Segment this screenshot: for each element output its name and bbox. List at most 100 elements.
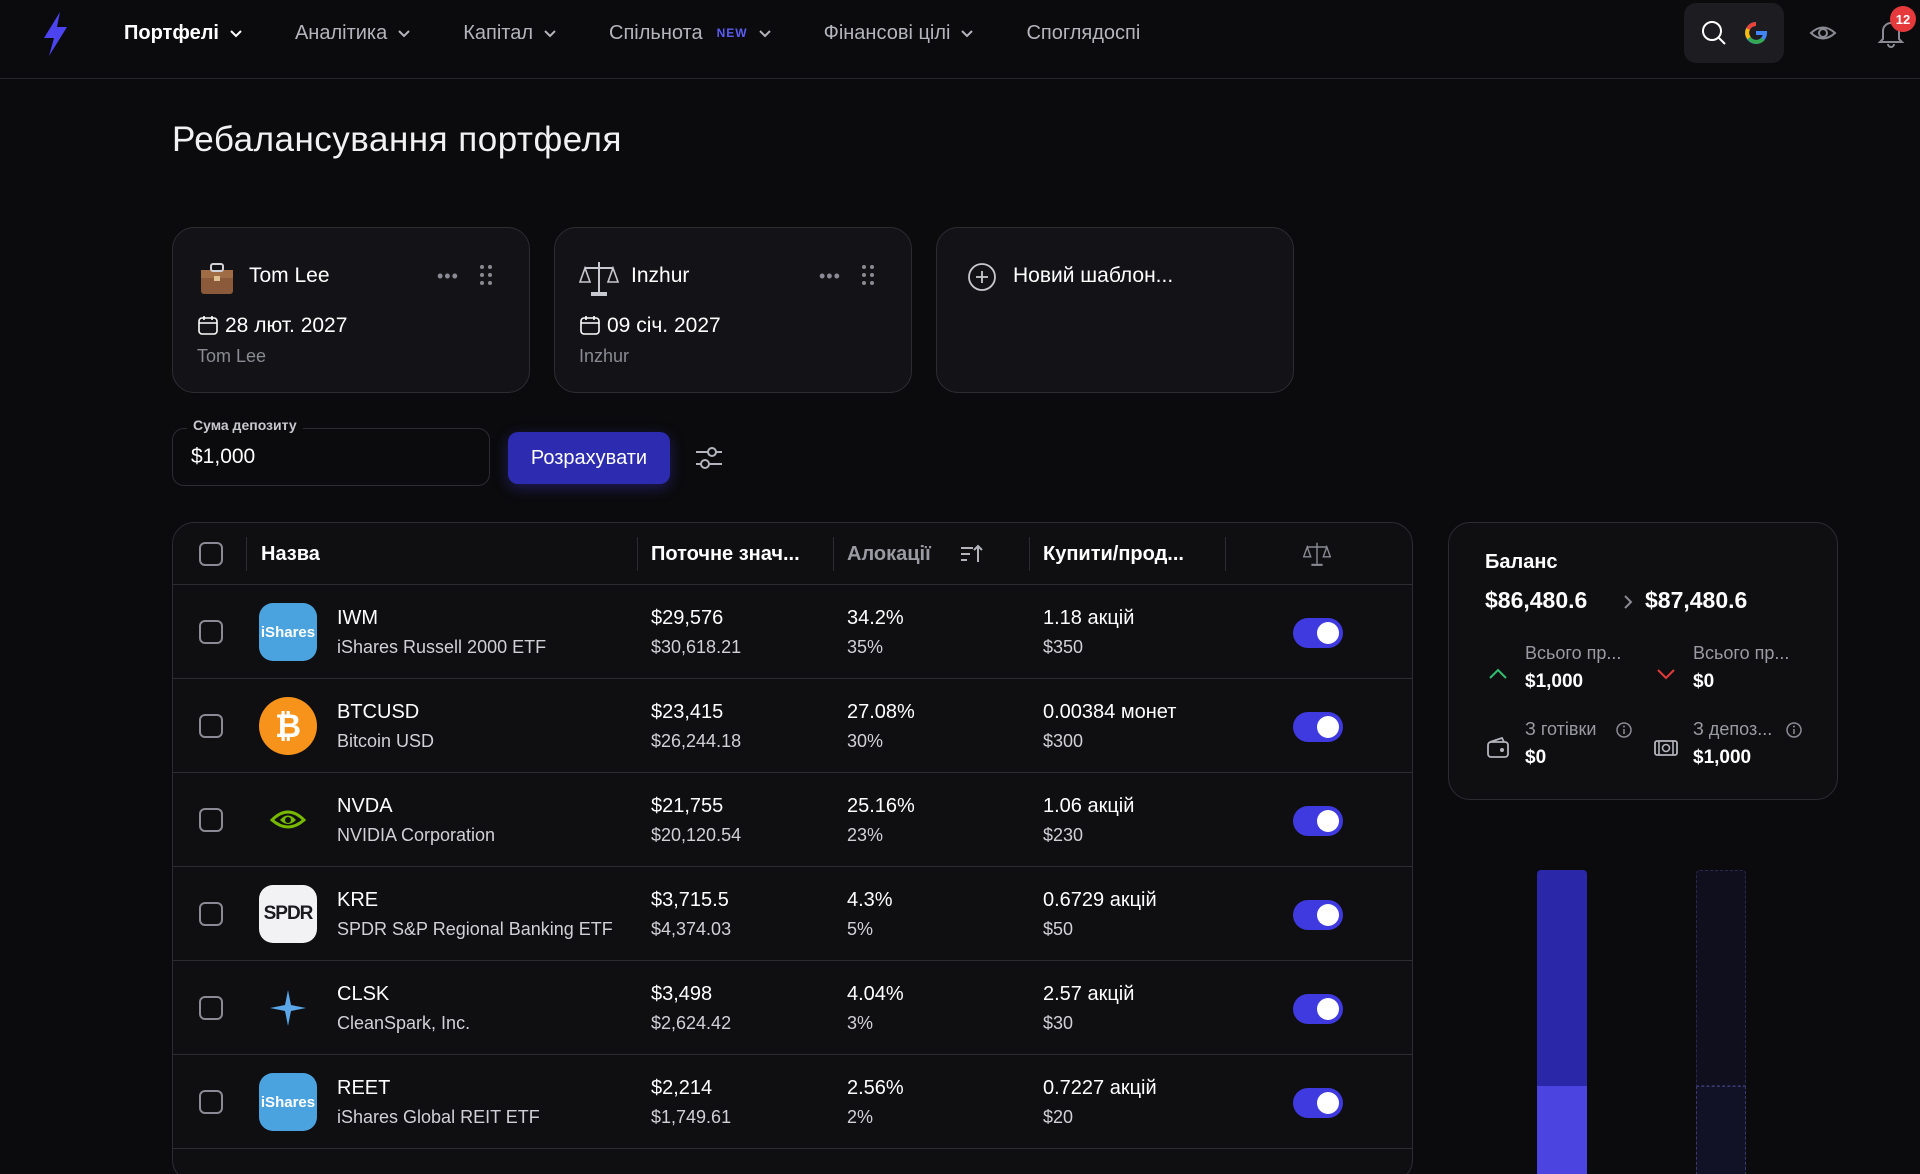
- google-icon[interactable]: [1743, 20, 1769, 46]
- scales-icon[interactable]: [1303, 540, 1331, 568]
- target-allocation[interactable]: 3%: [847, 1013, 874, 1033]
- from-deposit-value: $1,000: [1693, 747, 1752, 768]
- chevron-down-icon: [398, 30, 410, 38]
- column-divider: [833, 537, 834, 571]
- toggle-knob: [1317, 904, 1339, 926]
- target-allocation[interactable]: 2%: [847, 1107, 874, 1127]
- include-toggle[interactable]: [1293, 1088, 1343, 1118]
- target-allocation[interactable]: 23%: [847, 825, 884, 845]
- calendar-icon: [580, 316, 600, 335]
- include-toggle[interactable]: [1293, 994, 1343, 1024]
- column-header-allocation[interactable]: Алокації: [847, 543, 931, 565]
- deposit-amount-value[interactable]: $1,000: [191, 445, 256, 468]
- lightning-logo-icon[interactable]: [40, 12, 70, 56]
- table-row[interactable]: iShares REET iShares Global REIT ETF $2,…: [173, 1055, 1412, 1149]
- current-allocation: 4.04%: [847, 983, 904, 1005]
- sort-icon[interactable]: [959, 543, 983, 565]
- logo-text: ₿: [274, 707, 302, 744]
- from-cash-label: З готівки: [1525, 719, 1597, 739]
- asset-ticker: CLSK: [337, 983, 390, 1005]
- nav-analytics[interactable]: Аналітика: [295, 22, 411, 45]
- main-menu: Портфелі Аналітика Капітал Спільнота NEW…: [124, 0, 1154, 66]
- column-header-trade[interactable]: Купити/прод...: [1043, 543, 1184, 565]
- include-toggle[interactable]: [1293, 806, 1343, 836]
- target-allocation[interactable]: 5%: [847, 919, 874, 939]
- row-checkbox[interactable]: [199, 1090, 223, 1114]
- settings-sliders-icon[interactable]: [694, 444, 724, 472]
- nav-portfolios[interactable]: Портфелі: [124, 22, 243, 45]
- arrow-up-icon: [1489, 668, 1507, 679]
- include-toggle[interactable]: [1293, 618, 1343, 648]
- current-value: $3,498: [651, 983, 713, 1005]
- total-sell-value: $0: [1693, 671, 1715, 692]
- ishares-logo: iShares: [259, 603, 317, 661]
- target-allocation-bar: [1696, 870, 1746, 1174]
- logo-text: iShares: [260, 623, 316, 641]
- balance-after: $87,480.6: [1645, 587, 1748, 613]
- template-card-tom-lee[interactable]: Tom Lee ••• 28 лют. 2027 Tom Lee: [172, 227, 530, 393]
- search-icon[interactable]: [1700, 19, 1728, 47]
- from-deposit-label: З депоз...: [1693, 719, 1773, 739]
- include-toggle[interactable]: [1293, 712, 1343, 742]
- from-cash-value: $0: [1525, 747, 1547, 768]
- deposit-amount-field[interactable]: Сума депозиту $1,000: [172, 417, 490, 486]
- target-allocation[interactable]: 35%: [847, 637, 884, 657]
- nvidia-eye-icon: [269, 810, 307, 829]
- star-icon: [270, 990, 306, 1026]
- total-sell-label: Всього пр...: [1693, 643, 1790, 663]
- table-row[interactable]: NVDA NVIDIA Corporation $21,755 $20,120.…: [173, 773, 1412, 867]
- new-template-card[interactable]: Новий шаблон...: [936, 227, 1294, 393]
- nav-financial-goals-label: Фінансові цілі: [823, 21, 951, 44]
- toggle-knob: [1317, 1092, 1339, 1114]
- current-value: $29,576: [651, 607, 724, 629]
- nav-community[interactable]: Спільнота NEW: [609, 22, 772, 45]
- more-options-icon[interactable]: •••: [819, 266, 841, 286]
- drag-handle-icon[interactable]: [861, 264, 875, 286]
- table-row[interactable]: iShares IWM iShares Russell 2000 ETF $29…: [173, 585, 1412, 679]
- row-checkbox[interactable]: [199, 902, 223, 926]
- template-card-inzhur[interactable]: Inzhur ••• 09 січ. 2027 Inzhur: [554, 227, 912, 393]
- balance-title: Баланс: [1485, 551, 1558, 573]
- asset-name: iShares Global REIT ETF: [337, 1107, 540, 1127]
- search-google-pill[interactable]: [1684, 3, 1784, 63]
- target-value: $2,624.42: [651, 1013, 732, 1033]
- info-icon[interactable]: [1785, 721, 1803, 739]
- trade-amount: $50: [1043, 919, 1074, 939]
- target-value: $20,120.54: [651, 825, 742, 845]
- nav-observations[interactable]: Споглядоспі: [1026, 21, 1141, 44]
- table-row[interactable]: ₿ BTCUSD Bitcoin USD $23,415 $26,244.18 …: [173, 679, 1412, 773]
- template-name: Tom Lee: [249, 264, 330, 287]
- more-options-icon[interactable]: •••: [437, 266, 459, 286]
- bar-segment: [1537, 1086, 1587, 1174]
- info-icon[interactable]: [1615, 721, 1633, 739]
- include-toggle[interactable]: [1293, 900, 1343, 930]
- row-checkbox[interactable]: [199, 808, 223, 832]
- spdr-logo: SPDR: [259, 885, 317, 943]
- cleanspark-logo: [259, 979, 317, 1037]
- column-header-current[interactable]: Поточне знач...: [651, 543, 800, 565]
- asset-ticker: IWM: [337, 607, 379, 629]
- row-checkbox[interactable]: [199, 620, 223, 644]
- total-buy-label: Всього пр...: [1525, 643, 1622, 663]
- drag-handle-icon[interactable]: [479, 264, 493, 286]
- plus-circle-icon: [968, 263, 996, 291]
- table-row[interactable]: SPDR KRE SPDR S&P Regional Banking ETF $…: [173, 867, 1412, 961]
- current-allocation: 25.16%: [847, 795, 915, 817]
- target-allocation[interactable]: 30%: [847, 731, 884, 751]
- nav-capital[interactable]: Капітал: [463, 22, 557, 45]
- column-header-name[interactable]: Назва: [261, 543, 320, 565]
- select-all-checkbox[interactable]: [199, 542, 223, 566]
- toggle-knob: [1317, 810, 1339, 832]
- table-header: Назва Поточне знач... Алокації Купити/пр…: [173, 523, 1412, 585]
- row-checkbox[interactable]: [199, 714, 223, 738]
- asset-name: iShares Russell 2000 ETF: [337, 637, 547, 657]
- trade-amount: $30: [1043, 1013, 1074, 1033]
- row-checkbox[interactable]: [199, 996, 223, 1020]
- table-row[interactable]: CLSK CleanSpark, Inc. $3,498 $2,624.42 4…: [173, 961, 1412, 1055]
- target-value: $4,374.03: [651, 919, 732, 939]
- logo-text: iShares: [260, 1093, 316, 1111]
- eye-icon[interactable]: [1808, 18, 1838, 48]
- nav-financial-goals[interactable]: Фінансові цілі: [824, 22, 975, 45]
- asset-name: Bitcoin USD: [337, 731, 435, 751]
- calculate-button[interactable]: Розрахувати: [508, 432, 670, 484]
